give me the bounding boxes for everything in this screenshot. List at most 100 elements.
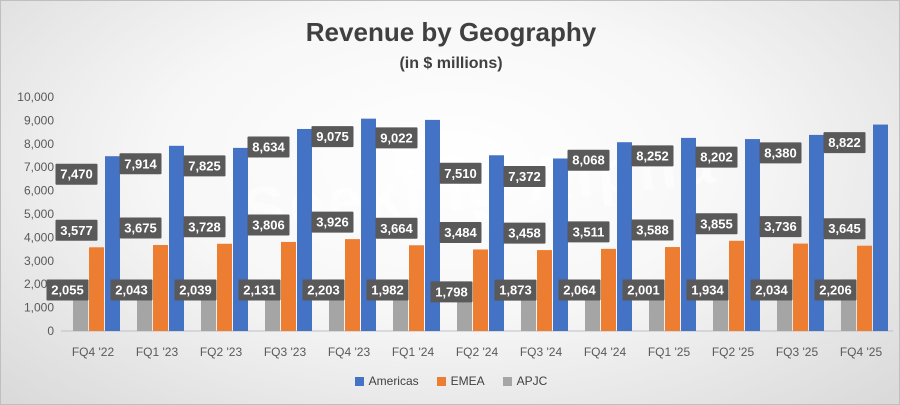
data-label-americas: 7,470 — [60, 167, 93, 182]
data-label-box — [622, 279, 665, 301]
data-label-box — [439, 221, 482, 243]
data-label-americas: 7,510 — [444, 166, 477, 181]
data-label-box — [311, 126, 354, 148]
data-label-box — [430, 281, 473, 303]
data-label-emea: 3,664 — [380, 221, 413, 236]
data-label-apjc: 1,982 — [371, 283, 404, 298]
data-label-apjc: 2,043 — [115, 283, 148, 298]
bar-emea — [601, 248, 616, 331]
data-label-box — [759, 142, 802, 164]
data-label-box — [247, 214, 290, 236]
data-label-box — [366, 279, 409, 301]
data-label-americas: 8,202 — [700, 150, 733, 165]
y-tick-label: 5,000 — [24, 207, 54, 221]
bar-americas — [681, 137, 696, 331]
bar-americas — [425, 119, 440, 332]
data-label-box — [311, 211, 354, 233]
data-label-emea: 3,645 — [828, 221, 861, 236]
y-tick-label: 1,000 — [24, 301, 54, 315]
data-label-emea: 3,855 — [700, 216, 733, 231]
data-label-box — [814, 279, 857, 301]
bar-americas — [361, 118, 376, 332]
data-label-apjc: 2,203 — [307, 283, 340, 298]
data-label-emea: 3,484 — [444, 225, 477, 240]
bar-americas — [553, 158, 568, 331]
data-label-box — [110, 279, 153, 301]
data-label-emea: 3,736 — [764, 219, 797, 234]
data-label-box — [174, 279, 217, 301]
chart-subtitle: (in $ millions) — [399, 55, 503, 72]
data-label-box — [375, 127, 418, 149]
bar-americas — [105, 156, 120, 331]
data-label-box — [759, 216, 802, 238]
legend-label: EMEA — [450, 374, 485, 388]
y-tick-label: 10,000 — [17, 90, 54, 104]
legend-item-apjc: APJC — [502, 374, 548, 388]
data-label-box — [695, 146, 738, 168]
data-label-apjc: 2,001 — [627, 283, 660, 298]
data-label-apjc: 2,055 — [51, 283, 84, 298]
data-label-box — [558, 279, 601, 301]
data-label-box — [302, 279, 345, 301]
y-tick-label: 3,000 — [24, 254, 54, 268]
data-label-americas: 8,380 — [764, 145, 797, 160]
data-label-box — [631, 145, 674, 167]
bar-emea — [217, 243, 232, 331]
x-tick-label: FQ3 '23 — [264, 345, 307, 359]
data-label-americas: 8,252 — [636, 148, 669, 163]
bar-americas — [873, 124, 888, 331]
legend-label: APJC — [516, 374, 548, 388]
bar-emea — [89, 247, 104, 331]
data-label-box — [823, 132, 866, 154]
data-label-apjc: 2,034 — [755, 283, 788, 298]
bar-americas — [489, 155, 504, 331]
bar-americas — [745, 139, 760, 331]
data-label-americas: 7,914 — [124, 156, 157, 171]
data-label-box — [238, 279, 281, 301]
bar-americas — [617, 142, 632, 331]
x-tick-label: FQ1 '23 — [136, 345, 179, 359]
data-label-emea: 3,577 — [60, 223, 93, 238]
bar-emea — [473, 249, 488, 331]
data-label-box — [567, 221, 610, 243]
data-label-apjc: 2,039 — [179, 283, 212, 298]
chart-title: Revenue by Geography — [305, 17, 597, 47]
data-label-box — [375, 217, 418, 239]
data-label-emea: 3,728 — [188, 219, 221, 234]
bar-emea — [665, 247, 680, 331]
x-tick-label: FQ3 '24 — [520, 345, 563, 359]
bar-emea — [345, 239, 360, 331]
y-tick-label: 6,000 — [24, 184, 54, 198]
data-label-apjc: 2,131 — [243, 283, 276, 298]
data-label-apjc: 1,798 — [435, 284, 468, 299]
data-label-emea: 3,458 — [508, 226, 541, 241]
x-tick-label: FQ3 '25 — [776, 345, 819, 359]
data-label-box — [631, 219, 674, 241]
data-label-box — [46, 279, 89, 301]
bar-emea — [857, 245, 872, 331]
bar-emea — [729, 240, 744, 331]
data-label-emea: 3,588 — [636, 223, 669, 238]
data-label-americas: 7,372 — [508, 169, 541, 184]
data-label-americas: 8,068 — [572, 153, 605, 168]
x-tick-label: FQ4 '22 — [72, 345, 115, 359]
data-label-box — [439, 162, 482, 184]
data-label-box — [183, 216, 226, 238]
data-label-emea: 3,926 — [316, 215, 349, 230]
bar-emea — [281, 241, 296, 331]
data-label-box — [247, 136, 290, 158]
x-tick-label: FQ4 '23 — [328, 345, 371, 359]
data-label-box — [750, 279, 793, 301]
x-tick-label: FQ1 '24 — [392, 345, 435, 359]
y-tick-label: 0 — [47, 324, 54, 338]
data-label-box — [119, 153, 162, 175]
data-label-box — [55, 163, 98, 185]
data-label-box — [119, 217, 162, 239]
legend-item-emea: EMEA — [436, 374, 485, 388]
data-label-box — [823, 218, 866, 240]
data-label-apjc: 2,064 — [563, 283, 596, 298]
data-label-box — [503, 165, 546, 187]
data-label-emea: 3,806 — [252, 217, 285, 232]
x-tick-label: FQ1 '25 — [648, 345, 691, 359]
y-tick-label: 7,000 — [24, 160, 54, 174]
